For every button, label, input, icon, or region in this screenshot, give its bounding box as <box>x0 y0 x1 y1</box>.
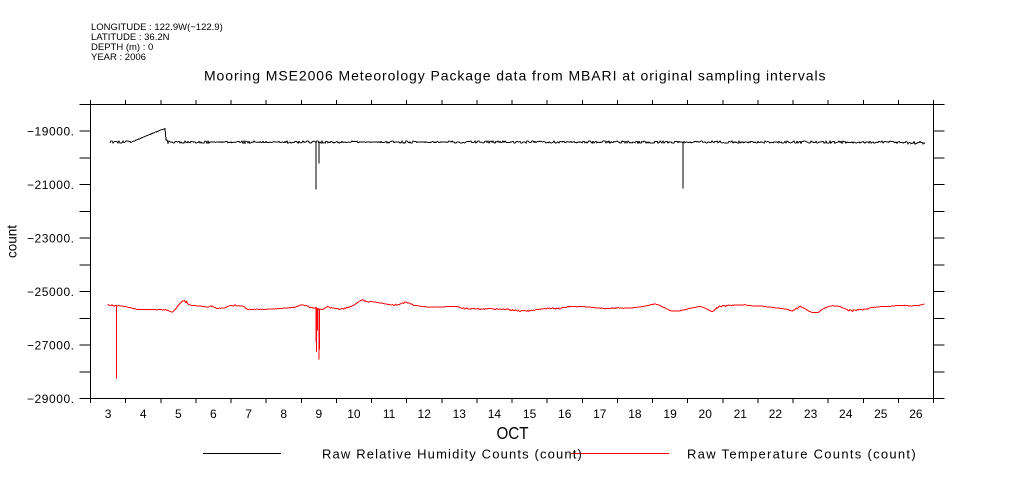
svg-text:23: 23 <box>804 407 818 421</box>
svg-text:−25000.: −25000. <box>27 285 75 299</box>
svg-text:5: 5 <box>175 407 182 421</box>
svg-text:8: 8 <box>280 407 287 421</box>
svg-text:−29000.: −29000. <box>27 392 75 406</box>
svg-text:24: 24 <box>839 407 853 421</box>
svg-text:−27000.: −27000. <box>27 338 75 352</box>
svg-text:6: 6 <box>210 407 217 421</box>
svg-text:19: 19 <box>663 407 677 421</box>
svg-text:10: 10 <box>347 407 361 421</box>
svg-text:YEAR : 2006: YEAR : 2006 <box>91 52 146 63</box>
svg-text:16: 16 <box>558 407 572 421</box>
svg-text:−19000.: −19000. <box>27 125 75 139</box>
svg-text:7: 7 <box>245 407 252 421</box>
svg-text:count: count <box>4 225 19 258</box>
svg-text:14: 14 <box>488 407 502 421</box>
svg-text:LATITUDE : 36.2N: LATITUDE : 36.2N <box>91 32 170 43</box>
svg-text:11: 11 <box>383 407 396 421</box>
svg-text:4: 4 <box>140 407 147 421</box>
svg-text:12: 12 <box>418 407 432 421</box>
svg-text:21: 21 <box>734 407 748 421</box>
svg-text:25: 25 <box>874 407 888 421</box>
svg-text:20: 20 <box>699 407 713 421</box>
svg-text:DEPTH (m) : 0: DEPTH (m) : 0 <box>91 42 153 53</box>
svg-text:−23000.: −23000. <box>27 231 75 245</box>
svg-text:3: 3 <box>105 407 112 421</box>
svg-text:15: 15 <box>523 407 537 421</box>
svg-text:18: 18 <box>628 407 642 421</box>
svg-text:−21000.: −21000. <box>27 178 75 192</box>
svg-text:13: 13 <box>453 407 467 421</box>
svg-text:26: 26 <box>909 407 923 421</box>
svg-text:Raw Temperature Counts (count): Raw Temperature Counts (count) <box>687 446 917 461</box>
svg-text:OCT: OCT <box>496 424 528 443</box>
svg-text:Raw Relative Humidity Counts (: Raw Relative Humidity Counts (count) <box>322 446 583 461</box>
svg-text:22: 22 <box>769 407 783 421</box>
svg-text:9: 9 <box>315 407 322 421</box>
svg-text:Mooring MSE2006 Meteorology Pa: Mooring MSE2006 Meteorology Package data… <box>204 68 826 84</box>
svg-text:17: 17 <box>593 407 607 421</box>
svg-text:LONGITUDE : 122.9W(−122.9): LONGITUDE : 122.9W(−122.9) <box>91 22 223 33</box>
